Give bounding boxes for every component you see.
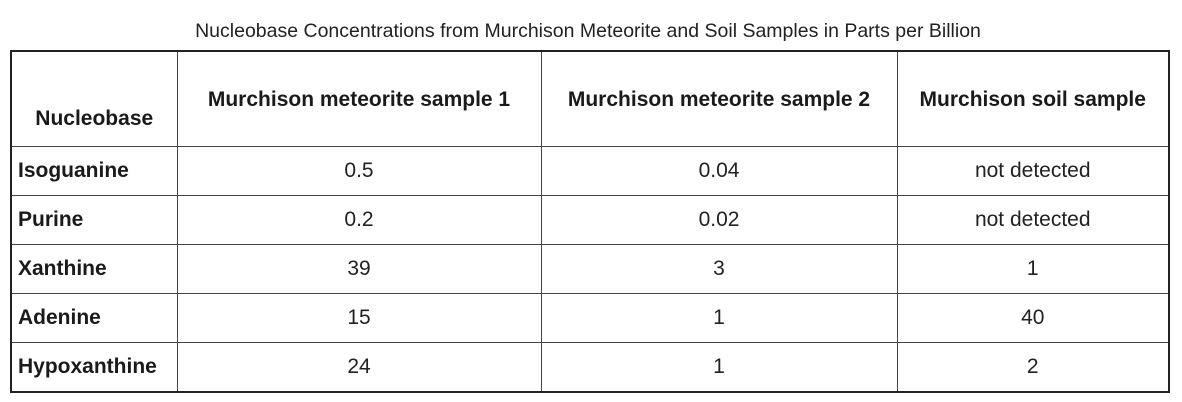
nucleobase-table: Nucleobase Murchison meteorite sample 1 …	[10, 50, 1170, 393]
cell-value: 0.5	[176, 146, 542, 196]
cell-value: 3	[540, 244, 898, 294]
row-label: Purine	[10, 195, 178, 245]
table-row: Xanthine 39 3 1	[10, 244, 1170, 294]
cell-value: 24	[176, 342, 542, 393]
cell-value: 1	[540, 293, 898, 343]
table-row: Purine 0.2 0.02 not detected	[10, 195, 1170, 245]
row-label: Hypoxanthine	[10, 342, 178, 393]
cell-value: 0.04	[540, 146, 898, 196]
table-row: Isoguanine 0.5 0.04 not detected	[10, 146, 1170, 196]
row-label: Adenine	[10, 293, 178, 343]
cell-value: 0.2	[176, 195, 542, 245]
table-title: Nucleobase Concentrations from Murchison…	[195, 20, 981, 42]
cell-value: 40	[896, 293, 1170, 343]
header-row: Nucleobase Murchison meteorite sample 1 …	[10, 50, 1170, 147]
header-meteorite-sample-1: Murchison meteorite sample 1	[176, 50, 542, 147]
cell-value: not detected	[896, 146, 1170, 196]
cell-value: 1	[896, 244, 1170, 294]
cell-value: 39	[176, 244, 542, 294]
row-label: Isoguanine	[10, 146, 178, 196]
cell-value: 0.02	[540, 195, 898, 245]
table-row: Adenine 15 1 40	[10, 293, 1170, 343]
cell-value: 2	[896, 342, 1170, 393]
table-row: Hypoxanthine 24 1 2	[10, 342, 1170, 393]
cell-value: 1	[540, 342, 898, 393]
cell-value: not detected	[896, 195, 1170, 245]
header-nucleobase: Nucleobase	[10, 50, 178, 147]
header-meteorite-sample-2: Murchison meteorite sample 2	[540, 50, 898, 147]
row-label: Xanthine	[10, 244, 178, 294]
header-soil-sample: Murchison soil sample	[896, 50, 1170, 147]
cell-value: 15	[176, 293, 542, 343]
